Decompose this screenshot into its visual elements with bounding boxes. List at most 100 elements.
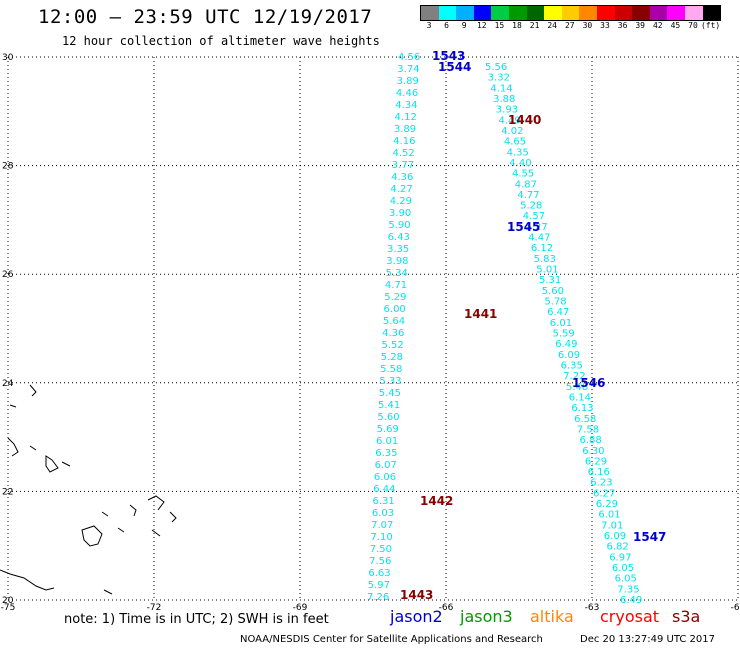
page-title: 12:00 – 23:59 UTC 12/19/2017 xyxy=(38,6,373,28)
island-outline xyxy=(151,529,161,537)
color-scale-label: 42 xyxy=(652,21,663,30)
color-scale-label: 9 xyxy=(461,21,467,30)
wave-height-value: 7.10 xyxy=(370,532,392,543)
satellite-legend-cryosat: cryosat xyxy=(600,607,660,626)
color-scale-label: 45 xyxy=(670,21,681,30)
color-scale-swatch xyxy=(508,6,527,20)
longitude-tick-label: -60 xyxy=(731,603,740,613)
wave-height-value: 5.90 xyxy=(388,220,410,231)
wave-height-value: 3.35 xyxy=(387,244,409,255)
island-outline xyxy=(147,495,165,511)
wave-height-value: 7.07 xyxy=(371,520,393,531)
wave-height-value: 5.41 xyxy=(378,400,400,411)
wave-height-value: 5.59 xyxy=(553,329,575,340)
color-scale-swatch xyxy=(614,6,633,20)
wave-height-value: 6.58 xyxy=(574,414,596,425)
wave-height-value: 4.71 xyxy=(385,280,407,291)
wave-height-value: 4.36 xyxy=(391,172,413,183)
color-scale-swatch xyxy=(421,6,439,20)
wave-height-value: 6.49 xyxy=(555,339,577,350)
wave-height-value: 6.82 xyxy=(607,542,629,553)
wave-height-value: 5.29 xyxy=(384,292,406,303)
wave-height-value: 6.44 xyxy=(373,484,395,495)
color-scale-label: 6 xyxy=(444,21,450,30)
wave-height-value: 4.36 xyxy=(382,328,404,339)
color-scale-swatch xyxy=(632,6,650,20)
wave-height-value: 7.01 xyxy=(601,520,623,531)
wave-height-value: 4.12 xyxy=(395,112,417,123)
wave-height-value: 5.48 xyxy=(566,382,588,393)
track-1-observations: 4.563.743.894.464.344.123.894.164.523.77… xyxy=(367,52,420,603)
wave-height-value: 6.00 xyxy=(384,304,406,315)
wave-height-value: 4.14 xyxy=(490,83,512,94)
island-outline xyxy=(29,384,37,397)
pass-number-label: 1547 xyxy=(633,530,666,544)
latitude-tick-label: 24 xyxy=(2,379,14,389)
island-outline xyxy=(7,437,19,457)
wave-height-value: 6.29 xyxy=(585,456,607,467)
color-scale-label: 39 xyxy=(635,21,646,30)
island-outline xyxy=(29,445,37,451)
wave-height-value: 7.22 xyxy=(563,371,585,382)
island-outline xyxy=(9,404,17,408)
pass-number-label: 1545 xyxy=(507,220,540,234)
pass-number-label: 1440 xyxy=(508,113,541,127)
wave-height-value: 6.05 xyxy=(615,574,637,585)
wave-height-value: 6.88 xyxy=(580,435,602,446)
wave-height-value: 4.52 xyxy=(392,148,414,159)
axis-tick-labels: -75 -72 -69 -66 -63 -60 30 28 26 24 22 20 xyxy=(1,53,740,613)
wave-height-value: 4.49 xyxy=(499,115,521,126)
wave-height-value: 4.16 xyxy=(393,136,415,147)
wave-height-value: 7.35 xyxy=(617,584,639,595)
wave-height-value: 6.35 xyxy=(561,360,583,371)
wave-height-value: 7.56 xyxy=(369,556,391,567)
color-scale-swatch xyxy=(544,6,562,20)
wave-height-value: 5.64 xyxy=(383,316,405,327)
track-2-observations: 5.563.324.143.883.934.494.024.654.354.40… xyxy=(485,62,642,606)
wave-height-value: 5.45 xyxy=(379,388,401,399)
color-scale-swatch xyxy=(456,6,474,20)
lat-lon-grid xyxy=(7,56,739,601)
wave-height-value: 3.89 xyxy=(394,124,416,135)
wave-height-value: 6.06 xyxy=(374,472,396,483)
color-scale-label: 30 xyxy=(582,21,593,30)
wave-height-value: 4.77 xyxy=(517,190,539,201)
wave-height-value: 6.07 xyxy=(375,460,397,471)
wave-height-value: 5.60 xyxy=(542,286,564,297)
wave-height-value: 6.14 xyxy=(569,392,591,403)
color-scale-label: 18 xyxy=(512,21,522,30)
island-outline xyxy=(81,525,103,547)
color-scale-label: 70 xyxy=(688,21,698,30)
wave-height-value: 5.78 xyxy=(544,297,566,308)
longitude-tick-label: -72 xyxy=(147,603,162,613)
color-scale-swatch xyxy=(702,6,721,20)
wave-height-value: 6.35 xyxy=(375,448,397,459)
wave-height-value: 7.58 xyxy=(577,424,599,435)
wave-height-value: 5.60 xyxy=(377,412,399,423)
wave-height-value: 5.27 xyxy=(526,222,548,233)
wave-height-value: 5.56 xyxy=(485,62,507,73)
color-scale-label: 12 xyxy=(476,21,487,30)
color-scale-label: 3 xyxy=(426,21,432,30)
wave-height-value: 6.27 xyxy=(593,488,615,499)
wave-height-value: 6.01 xyxy=(550,318,572,329)
wave-height-value: 4.02 xyxy=(501,126,523,137)
wave-height-value: 4.40 xyxy=(509,158,531,169)
color-scale-swatch xyxy=(561,6,580,20)
wave-height-value: 4.27 xyxy=(390,184,412,195)
color-scale-label: 33 xyxy=(600,21,610,30)
wave-height-value: 4.34 xyxy=(395,100,417,111)
wave-height-value: 6.63 xyxy=(368,568,390,579)
wave-height-value: 6.16 xyxy=(588,467,610,478)
wave-height-value: 6.05 xyxy=(612,563,634,574)
color-scale-swatch xyxy=(491,6,509,20)
pass-number-label: 1546 xyxy=(572,376,605,390)
wave-height-value: 4.87 xyxy=(515,179,537,190)
wave-height-value: 4.65 xyxy=(504,137,526,148)
wave-height-value: 4.56 xyxy=(398,52,420,63)
pass-number-label: 1543 xyxy=(432,49,465,63)
wave-height-value: 5.33 xyxy=(379,376,401,387)
wave-height-value: 6.03 xyxy=(372,508,394,519)
latitude-tick-label: 20 xyxy=(2,596,14,606)
